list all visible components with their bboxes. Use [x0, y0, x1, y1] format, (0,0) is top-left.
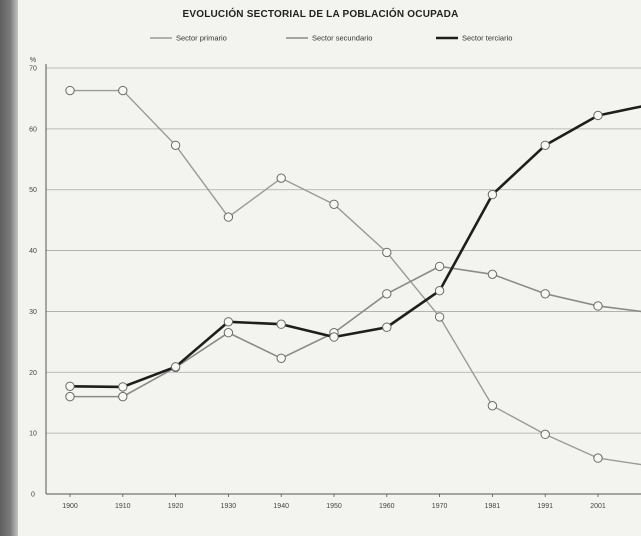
legend: Sector primario Sector secundario Sector t… — [150, 34, 512, 43]
data-point — [487, 269, 498, 280]
data-point — [329, 199, 339, 210]
legend-label: Sector primario — [176, 34, 227, 43]
y-tick-label: 40 — [29, 248, 37, 255]
data-point — [276, 173, 286, 183]
data-point — [118, 391, 128, 402]
x-tick-label: 1940 — [273, 503, 289, 510]
data-point — [540, 289, 550, 299]
data-point — [382, 289, 392, 299]
y-tick-label: 30 — [29, 309, 37, 316]
data-point — [434, 312, 445, 322]
data-point — [118, 382, 128, 392]
x-tick-label: 1910 — [115, 503, 131, 510]
y-tick-label: 50 — [29, 187, 37, 194]
data-point — [593, 301, 603, 311]
x-tick-label: 1970 — [432, 503, 448, 510]
y-axis: 0 10 20 30 40 50 60 70% — [29, 57, 47, 499]
x-tick-label: 1920 — [168, 503, 184, 510]
x-tick-label: 1960 — [379, 503, 395, 510]
data-point — [329, 332, 339, 342]
y-tick-label: 0 — [31, 492, 35, 499]
x-tick-label: 2001 — [590, 503, 606, 510]
data-point — [487, 401, 498, 411]
y-tick-label: 60 — [29, 126, 37, 133]
data-point — [382, 322, 392, 332]
data-point — [276, 353, 286, 363]
x-tick-label: 1950 — [326, 503, 342, 510]
data-point — [593, 453, 603, 463]
legend-label: Sector terciario — [462, 34, 512, 43]
x-tick-label: 1930 — [221, 503, 237, 510]
data-point — [382, 247, 392, 258]
data-point — [276, 319, 286, 329]
data-point — [540, 429, 550, 440]
data-point — [223, 212, 234, 222]
data-point — [223, 328, 234, 338]
data-point — [540, 140, 550, 150]
series-line — [70, 89, 641, 466]
data-point — [65, 391, 75, 402]
y-axis-label: % — [30, 57, 36, 64]
data-point — [170, 362, 181, 372]
data-point — [434, 261, 445, 272]
legend-label: Sector secundario — [312, 34, 372, 43]
data-point — [170, 140, 181, 150]
chart-title: EVOLUCIÓN SECTORIAL DE LA POBLACIÓN OCUP… — [182, 9, 459, 20]
data-point — [223, 317, 234, 327]
x-tick-label: 1900 — [62, 503, 78, 510]
series-line — [70, 265, 641, 398]
data-point — [65, 85, 75, 96]
x-tick-label: 1991 — [537, 503, 553, 510]
x-axis: 1900 1910 1920 1930 1940 1950 1960 1970 1981 1991… — [46, 493, 641, 510]
y-tick-label: 20 — [29, 370, 37, 377]
data-point — [487, 189, 498, 200]
series-layer — [65, 85, 641, 466]
data-point — [118, 85, 128, 96]
y-tick-label: 70 — [29, 66, 37, 73]
data-point — [593, 110, 603, 121]
grid-lines — [46, 67, 641, 434]
data-point — [434, 286, 445, 296]
x-tick-label: 1981 — [485, 503, 501, 510]
data-point — [65, 381, 75, 391]
series-line — [69, 105, 641, 389]
y-tick-label: 10 — [29, 431, 37, 438]
